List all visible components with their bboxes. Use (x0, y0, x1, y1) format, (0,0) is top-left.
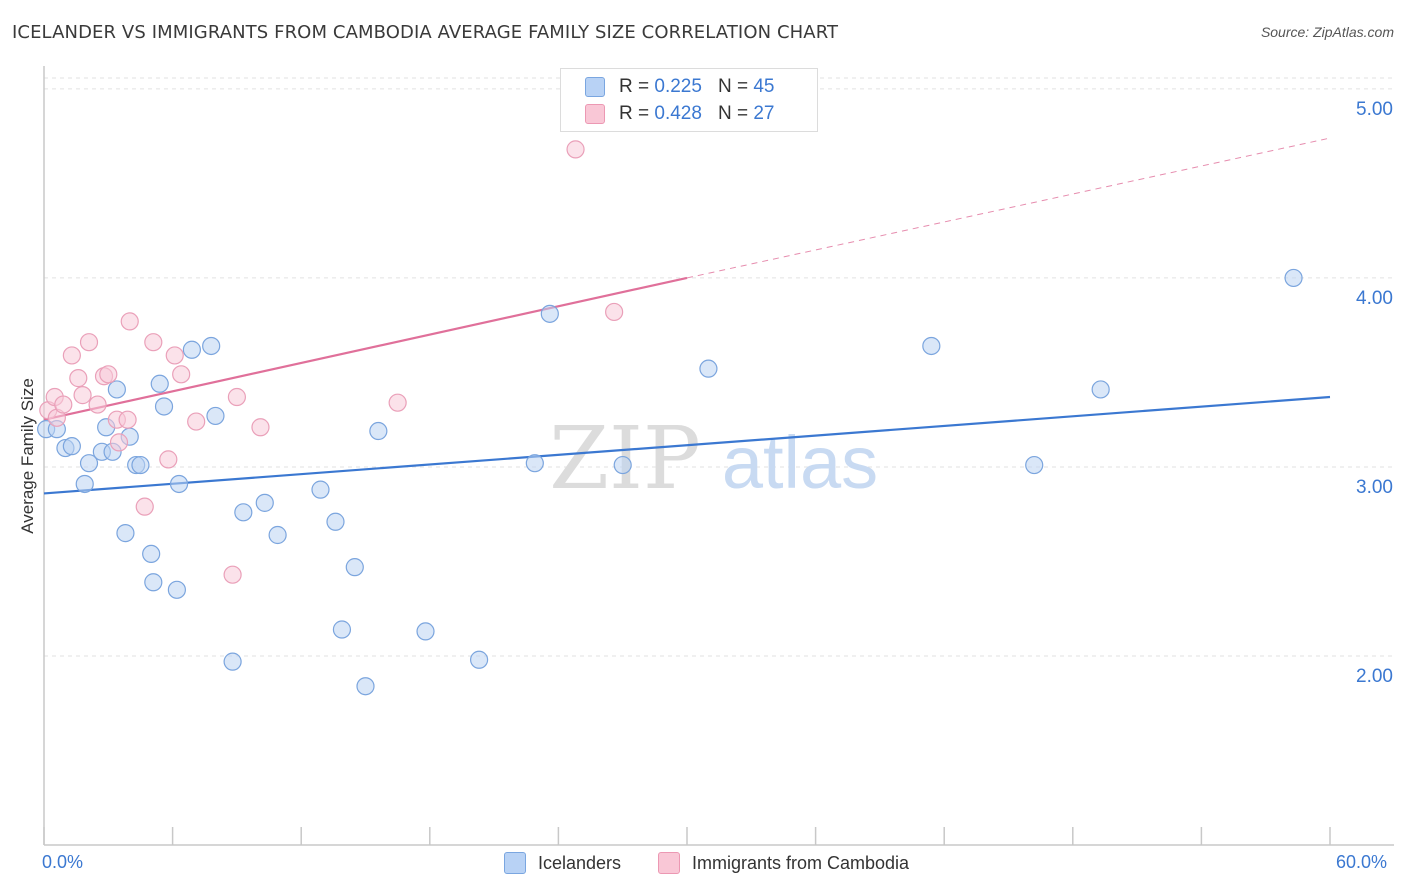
point-blue (1284, 268, 1303, 288)
point-pink (187, 412, 206, 431)
point-blue (311, 480, 330, 499)
point-pink (159, 450, 178, 469)
trend-line-pink (43, 276, 688, 421)
y-axis-label: Average Family Size (18, 378, 37, 534)
point-blue (1091, 380, 1110, 399)
point-pink (388, 393, 407, 412)
legend-r-label: R = (619, 76, 650, 97)
legend-n-value-cambodia: 27 (753, 103, 775, 124)
legend-row-icelanders: R = 0.225 N = 45 (585, 75, 774, 99)
point-blue (116, 524, 135, 543)
gridlines (44, 77, 1395, 657)
point-pink (120, 312, 139, 331)
point-blue (268, 525, 287, 545)
point-blue (182, 340, 201, 359)
point-blue (154, 397, 174, 416)
legend-n-value-icelanders: 45 (753, 76, 775, 97)
point-blue (1025, 455, 1044, 475)
point-blue (202, 336, 221, 356)
trend-extension-pink (686, 137, 1331, 279)
point-blue (169, 474, 189, 494)
legend-n-label: N = (717, 76, 749, 97)
point-blue (75, 474, 94, 494)
point-pink (165, 346, 184, 365)
series-legend: Icelanders Immigrants from Cambodia (0, 852, 1406, 878)
point-blue (107, 380, 126, 399)
y-tick-label: 4.00 (1356, 288, 1393, 309)
legend-swatch-pink (585, 104, 605, 124)
point-pink (251, 418, 270, 437)
point-blue (922, 336, 941, 356)
legend-r-value-cambodia: 0.428 (654, 103, 702, 124)
trend-line-blue (43, 395, 1331, 495)
series-legend-icelanders[interactable]: Icelanders (504, 852, 621, 874)
point-blue (223, 652, 242, 671)
point-blue (62, 437, 81, 456)
point-blue (345, 558, 364, 577)
y-tick-labels: 2.00 3.00 4.00 5.00 (1356, 99, 1393, 687)
point-blue (332, 620, 352, 639)
trend-lines (43, 137, 1331, 495)
axes (43, 66, 1394, 846)
point-pink (605, 302, 624, 322)
watermark-atlas: atlas (722, 421, 878, 504)
x-tick-max: 60.0% (1336, 852, 1388, 872)
point-blue (150, 374, 169, 393)
point-pink (109, 433, 129, 452)
y-tick-label: 2.00 (1356, 666, 1393, 687)
point-pink (223, 565, 242, 584)
legend-swatch-blue (585, 77, 605, 97)
y-tick-label: 5.00 (1356, 99, 1393, 120)
data-points (37, 140, 1303, 696)
point-pink (73, 386, 92, 405)
point-blue (167, 580, 186, 599)
chart-title: ICELANDER VS IMMIGRANTS FROM CAMBODIA AV… (12, 22, 839, 43)
watermark: ZIP atlas (549, 409, 878, 509)
series-legend-cambodia[interactable]: Immigrants from Cambodia (658, 852, 909, 874)
y-tick-label: 3.00 (1356, 477, 1393, 498)
legend-row-cambodia: R = 0.428 N = 27 (585, 102, 774, 126)
point-pink (54, 395, 73, 414)
point-pink (172, 365, 191, 384)
point-blue (416, 622, 435, 641)
series-legend-label-cambodia: Immigrants from Cambodia (692, 852, 910, 873)
point-blue (131, 455, 150, 475)
source-label: Source: ZipAtlas.com (1260, 24, 1394, 40)
point-pink (227, 387, 246, 407)
point-blue (326, 512, 345, 531)
point-blue (206, 406, 225, 426)
series-swatch-blue (504, 852, 526, 874)
x-tick-min: 0.0% (42, 852, 84, 872)
point-pink (99, 365, 118, 384)
legend-n-label: N = (717, 103, 749, 124)
point-blue (613, 455, 632, 475)
point-blue (699, 359, 718, 378)
point-pink (118, 410, 137, 429)
point-pink (62, 346, 81, 365)
point-pink (79, 333, 99, 352)
point-blue (525, 454, 544, 473)
point-pink (566, 140, 585, 159)
point-blue (369, 421, 388, 441)
point-blue (142, 544, 161, 564)
point-pink (144, 333, 163, 352)
point-pink (69, 369, 88, 388)
legend-r-label: R = (619, 103, 650, 124)
point-pink (135, 497, 154, 516)
point-blue (356, 677, 375, 696)
point-blue (79, 454, 99, 473)
point-blue (540, 304, 559, 323)
point-blue (144, 573, 163, 592)
legend-r-value-icelanders: 0.225 (654, 76, 702, 97)
stats-legend: R = 0.225 N = 45 R = 0.428 N = 27 (560, 68, 818, 132)
point-blue (469, 650, 489, 669)
point-pink (88, 395, 107, 414)
point-blue (234, 503, 253, 522)
series-legend-label-icelanders: Icelanders (538, 852, 622, 873)
point-blue (255, 493, 274, 512)
series-swatch-pink (658, 852, 680, 874)
